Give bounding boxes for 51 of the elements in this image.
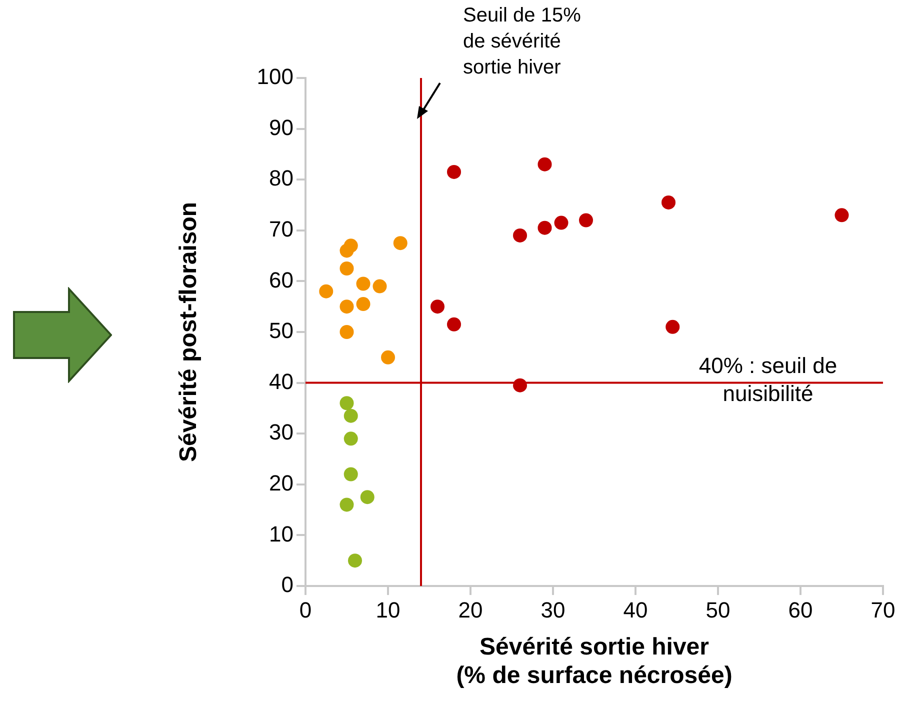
x-tick-label: 70 <box>870 597 896 622</box>
point <box>554 216 568 230</box>
y-axis-title: Sévérité post-floraison <box>175 202 202 462</box>
x-axis-title: Sévérité sortie hiver (% de surface nécrosée) <box>456 633 732 690</box>
point <box>348 554 362 568</box>
point <box>340 396 354 410</box>
point <box>381 350 396 364</box>
point <box>447 317 462 332</box>
point <box>356 297 370 312</box>
x-tick-label: 10 <box>376 597 400 622</box>
x-tick-label: 50 <box>706 597 730 622</box>
x-tick-label: 0 <box>299 597 312 622</box>
x-tick-label: 60 <box>788 597 813 622</box>
point <box>372 279 387 294</box>
ref-line-label: 40% : seuil de nuisibilité <box>698 352 838 406</box>
point <box>538 220 552 235</box>
point <box>340 300 354 314</box>
point <box>447 164 462 179</box>
point <box>344 432 358 446</box>
x-tick-label: 20 <box>458 597 483 622</box>
point <box>344 238 358 253</box>
point <box>513 228 528 242</box>
y-tick-label: 10 <box>269 521 294 546</box>
point <box>662 195 676 210</box>
y-tick-label: 20 <box>269 470 294 496</box>
y-tick-label: 40 <box>269 368 294 394</box>
y-tick-label: 70 <box>269 216 294 242</box>
point <box>666 320 680 334</box>
point <box>340 262 354 276</box>
y-tick-label: 60 <box>269 267 294 292</box>
point <box>319 284 334 298</box>
y-tick-label: 30 <box>269 420 294 445</box>
point <box>834 208 849 222</box>
x-tick-label: 30 <box>540 597 566 622</box>
point <box>344 408 358 423</box>
y-tick-label: 100 <box>256 64 294 90</box>
point <box>393 236 408 250</box>
point <box>344 467 358 482</box>
point <box>538 157 552 172</box>
y-tick-label: 0 <box>281 572 294 598</box>
y-tick-label: 80 <box>269 166 294 191</box>
point <box>340 498 354 512</box>
x-tick-label: 40 <box>623 597 648 622</box>
point <box>340 325 354 339</box>
point <box>430 300 445 314</box>
point <box>356 276 370 291</box>
point <box>579 213 594 228</box>
ref-line-label: Seuil de 15% de sévérité sortie hiver <box>463 4 582 79</box>
y-tick-label: 90 <box>269 114 294 140</box>
point <box>360 490 374 504</box>
y-tick-label: 50 <box>269 318 294 344</box>
